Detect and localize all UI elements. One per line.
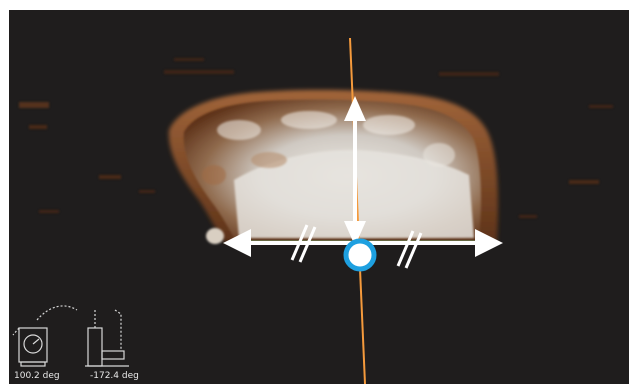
scan-object — [168, 89, 499, 244]
parallel-mark-right — [396, 230, 423, 269]
volume-render-viewport[interactable]: 100.2 deg -172.4 deg — [9, 10, 629, 384]
orientation-widget — [12, 305, 129, 367]
scanner-side-view-icon — [85, 309, 129, 367]
render-canvas[interactable] — [9, 10, 629, 384]
parallel-mark-left — [290, 224, 317, 263]
background-noise — [19, 58, 613, 218]
scanner-front-view-icon — [12, 305, 78, 367]
rotation-pivot-ring[interactable] — [343, 238, 377, 272]
angle-readout-1: 100.2 deg — [14, 371, 60, 381]
double-headed-vertical-arrow[interactable] — [344, 96, 366, 246]
rotation-axis-line[interactable] — [349, 37, 366, 384]
angle-readout-2: -172.4 deg — [90, 371, 139, 381]
